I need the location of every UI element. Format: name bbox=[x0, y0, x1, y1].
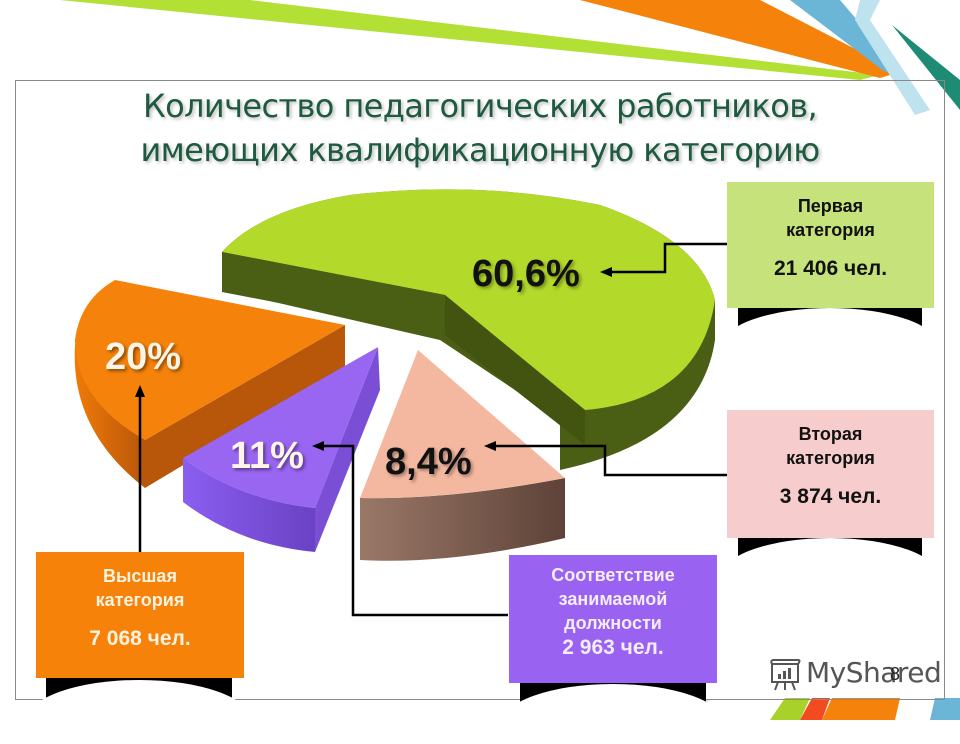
callout-compliance-label-3: должности bbox=[564, 613, 662, 633]
pct-label-second-category: 8,4% bbox=[385, 441, 472, 483]
callout-highest-count: 7 068 чел. bbox=[89, 627, 191, 650]
box-shadow-first bbox=[719, 300, 941, 368]
page-title: Количество педагогических работников, им… bbox=[60, 84, 900, 172]
pie-slice-highest-category bbox=[74, 280, 345, 488]
connector-lines bbox=[138, 242, 728, 617]
callout-compliance-label-1: Соответствие bbox=[551, 565, 675, 585]
callout-highest-label-1: Высшая bbox=[103, 566, 177, 586]
callout-highest-category: Высшая категория 7 068 чел. bbox=[36, 552, 244, 678]
callout-first-label-2: категория bbox=[786, 220, 875, 240]
box-shadow-second bbox=[719, 530, 941, 598]
callout-second-category: Вторая категория 3 874 чел. bbox=[727, 410, 934, 538]
page-number: 8 bbox=[890, 664, 901, 684]
pct-label-first-category: 60,6% bbox=[472, 253, 580, 295]
pie-slice-position-compliance bbox=[183, 347, 380, 552]
pct-label-highest-category: 20% bbox=[105, 336, 182, 378]
slide-frame bbox=[15, 80, 945, 700]
callout-first-count: 21 406 чел. bbox=[773, 257, 888, 280]
callout-second-count: 3 874 чел. bbox=[779, 485, 882, 508]
callout-second-label-2: категория bbox=[786, 448, 875, 468]
pie-slice-first-category bbox=[222, 189, 715, 470]
callout-first-category: Первая категория 21 406 чел. bbox=[727, 182, 934, 308]
callout-highest-label-2: категория bbox=[95, 590, 185, 610]
callout-compliance-label-2: занимаемой bbox=[558, 589, 668, 609]
pie-slice-second-category bbox=[360, 350, 565, 561]
title-line-1: Количество педагогических работников, bbox=[142, 87, 818, 125]
callout-first-label-1: Первая bbox=[797, 196, 864, 216]
title-line-2: имеющих квалификационную категорию bbox=[140, 131, 820, 169]
callout-compliance-count: 2 963 чел. bbox=[562, 636, 664, 659]
presentation-board-icon bbox=[770, 659, 801, 691]
pct-label-position-compliance: 11% bbox=[230, 435, 304, 477]
callout-position-compliance: Соответствие занимаемой должности 2 963 … bbox=[509, 555, 717, 683]
callout-second-label-1: Вторая bbox=[798, 424, 863, 444]
watermark-text: MyShared bbox=[806, 656, 942, 689]
pie-chart bbox=[74, 189, 728, 617]
